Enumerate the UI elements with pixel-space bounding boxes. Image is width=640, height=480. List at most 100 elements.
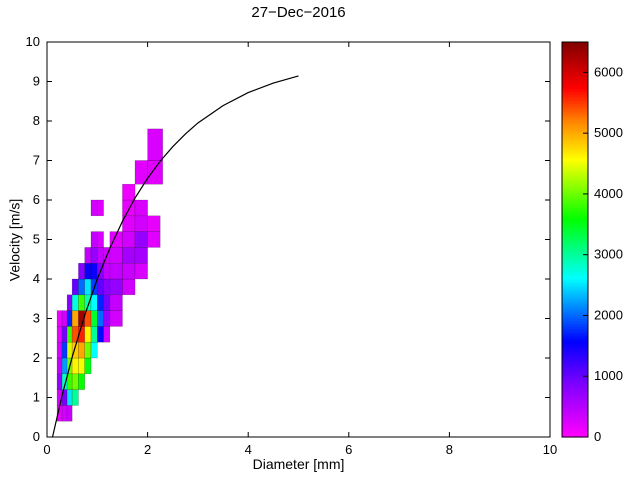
colorbar-strip <box>562 172 588 176</box>
colorbar-strip <box>562 116 588 120</box>
heatmap-cell <box>122 183 136 201</box>
heatmap-cell <box>103 278 111 296</box>
colorbar-strip <box>562 350 588 354</box>
heatmap-cell <box>78 373 85 390</box>
colorbar-tick-label: 5000 <box>594 125 623 140</box>
colorbar-strip <box>562 44 588 48</box>
colorbar-strip <box>562 121 588 125</box>
colorbar-strip <box>562 367 588 371</box>
colorbar-strip <box>562 249 588 253</box>
colorbar-strip <box>562 427 588 431</box>
colorbar-strip <box>562 335 588 339</box>
colorbar-strip <box>562 212 588 216</box>
colorbar-strip <box>562 311 588 315</box>
y-tick-label: 9 <box>33 74 40 89</box>
colorbar-strip <box>562 128 588 132</box>
heatmap-cell <box>97 326 104 343</box>
heatmap-cell <box>147 231 161 248</box>
colorbar-strip <box>562 419 588 423</box>
x-tick-label: 2 <box>144 442 151 457</box>
colorbar-strip <box>562 91 588 95</box>
colorbar-strip <box>562 195 588 199</box>
colorbar-strip <box>562 320 588 325</box>
y-tick-label: 3 <box>33 311 40 326</box>
colorbar-strip <box>562 353 588 357</box>
heatmap-cell <box>61 357 68 375</box>
colorbar-strip <box>562 153 588 157</box>
colorbar-strip <box>562 219 588 223</box>
heatmap-cell <box>134 199 148 217</box>
colorbar-strip <box>562 197 588 201</box>
colorbar-strip <box>562 71 588 75</box>
colorbar-strip <box>562 224 588 228</box>
heatmap-cell <box>134 262 148 280</box>
colorbar-strip <box>562 377 588 381</box>
heatmap-cell <box>84 357 92 375</box>
colorbar-strip <box>562 118 588 122</box>
colorbar-strip <box>562 177 588 181</box>
y-tick-label: 5 <box>33 232 40 247</box>
colorbar-strip <box>562 81 588 85</box>
y-tick-label: 10 <box>26 34 40 49</box>
heatmap-cell <box>97 294 104 311</box>
colorbar-strip <box>562 207 588 211</box>
heatmap-cell <box>109 262 123 280</box>
colorbar-strip <box>562 88 588 92</box>
colorbar-strip <box>562 214 588 218</box>
colorbar-strip <box>562 138 588 142</box>
heatmap-cell <box>90 231 98 248</box>
colorbar-strip <box>562 281 588 285</box>
heatmap-cell <box>109 278 123 296</box>
colorbar-strip <box>562 106 588 110</box>
colorbar-strip <box>562 390 588 394</box>
heatmap-cell <box>71 357 79 375</box>
colorbar-strip <box>562 148 588 152</box>
colorbar-strip <box>562 165 588 169</box>
colorbar-strip <box>562 83 588 88</box>
colorbar-tick-label: 6000 <box>594 64 623 79</box>
colorbar-strip <box>562 276 588 280</box>
heatmap-cell <box>103 262 111 280</box>
heatmap-cell <box>97 310 104 327</box>
heatmap-cell <box>61 326 68 343</box>
x-tick-label: 10 <box>543 442 557 457</box>
colorbar-strip <box>562 239 588 243</box>
colorbar-strip <box>562 402 588 406</box>
heatmap-cell <box>78 341 85 359</box>
colorbar-strip <box>562 269 588 273</box>
colorbar-strip <box>562 162 588 167</box>
colorbar-strip <box>562 279 588 283</box>
heatmap-cell <box>147 160 163 185</box>
heatmap-cell <box>109 310 123 327</box>
heatmap-cell <box>56 341 63 359</box>
y-tick-label: 8 <box>33 113 40 128</box>
colorbar-tick-label: 1000 <box>594 368 623 383</box>
x-axis-label: Diameter [mm] <box>252 456 345 472</box>
colorbar-strip <box>562 414 588 418</box>
colorbar-strip <box>562 345 588 349</box>
colorbar-strip <box>562 111 588 115</box>
colorbar-strip <box>562 76 588 80</box>
heatmap-cell <box>134 160 148 185</box>
heatmap-cell <box>134 231 148 248</box>
colorbar-strip <box>562 135 588 139</box>
colorbar-strip <box>562 232 588 236</box>
heatmap-cell <box>78 262 85 280</box>
colorbar-strip <box>562 180 588 184</box>
colorbar-strip <box>562 246 588 250</box>
colorbar-strip <box>562 234 588 238</box>
heatmap-cell <box>90 326 98 343</box>
heatmap-cell <box>109 294 123 311</box>
x-tick-label: 6 <box>345 442 352 457</box>
colorbar-strip <box>562 241 588 246</box>
colorbar-strip <box>562 254 588 258</box>
colorbar-strip <box>562 399 588 404</box>
colorbar-strip <box>562 362 588 367</box>
colorbar-strip <box>562 298 588 302</box>
colorbar-strip <box>562 409 588 413</box>
heatmap-cell <box>56 357 63 375</box>
heatmap-cell <box>66 341 73 359</box>
colorbar-strip <box>562 422 588 426</box>
colorbar-strip <box>562 54 588 58</box>
heatmap-cell <box>122 278 136 296</box>
